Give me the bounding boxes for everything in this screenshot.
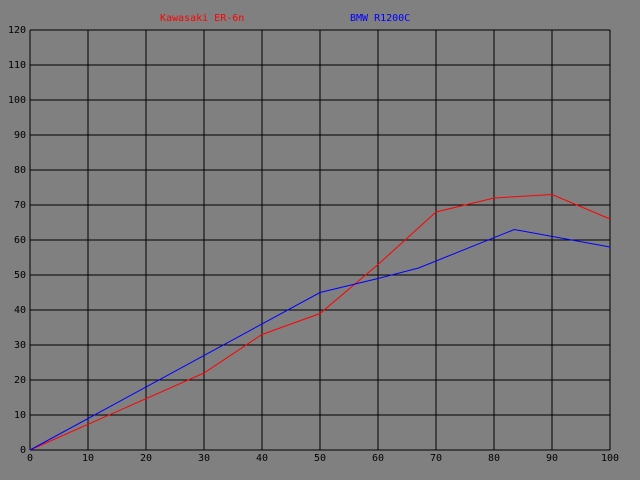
x-tick-label: 40 xyxy=(256,453,268,464)
y-tick-label: 0 xyxy=(20,445,26,456)
line xyxy=(29,228,611,451)
y-tick-label: 100 xyxy=(8,95,26,106)
y-tick-label: 20 xyxy=(14,375,26,386)
x-tick-label: 70 xyxy=(430,453,442,464)
y-tick-label: 40 xyxy=(14,305,26,316)
x-tick-label: 20 xyxy=(140,453,152,464)
y-tick-label: 90 xyxy=(14,130,26,141)
y-tick-label: 60 xyxy=(14,235,26,246)
y-tick-label: 70 xyxy=(14,200,26,211)
x-tick-label: 0 xyxy=(27,453,33,464)
y-tick-label: 120 xyxy=(8,25,26,36)
x-tick-label: 50 xyxy=(314,453,326,464)
y-tick-label: 10 xyxy=(14,410,26,421)
x-tick-label: 100 xyxy=(601,453,619,464)
x-tick-label: 10 xyxy=(82,453,94,464)
x-tick-label: 80 xyxy=(488,453,500,464)
legend-entry: BMW R1200C xyxy=(350,13,410,24)
legend-entry: Kawasaki ER-6n xyxy=(160,13,244,24)
line xyxy=(29,193,611,451)
y-tick-label: 30 xyxy=(14,340,26,351)
x-tick-label: 30 xyxy=(198,453,210,464)
y-tick-label: 80 xyxy=(14,165,26,176)
x-tick-label: 60 xyxy=(372,453,384,464)
y-tick-label: 50 xyxy=(14,270,26,281)
y-tick-label: 110 xyxy=(8,60,26,71)
x-tick-label: 90 xyxy=(546,453,558,464)
